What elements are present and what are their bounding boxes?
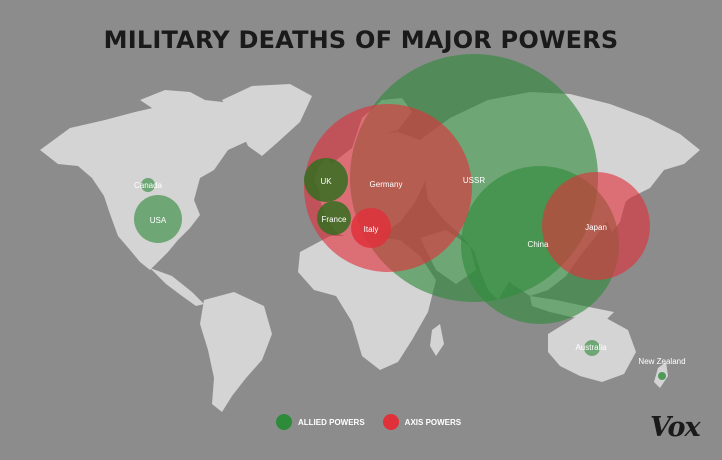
land-arctic-islands bbox=[140, 90, 205, 110]
legend: ALLIED POWERS AXIS POWERS bbox=[276, 414, 471, 430]
land-greenland bbox=[222, 84, 312, 156]
label-uk: UK bbox=[320, 177, 332, 186]
legend-axis-label: AXIS POWERS bbox=[404, 417, 462, 427]
bubble-canada bbox=[141, 178, 155, 192]
bubble-france bbox=[317, 201, 351, 235]
legend-axis-dot bbox=[382, 414, 399, 430]
land-south-america bbox=[200, 292, 272, 412]
bubble-australia bbox=[584, 340, 600, 356]
bubble-new-zealand bbox=[658, 372, 666, 380]
bubble-labels: USSR China Germany Japan UK France Italy… bbox=[134, 176, 686, 366]
label-germany: Germany bbox=[370, 180, 403, 189]
legend-allied-label: ALLIED POWERS bbox=[298, 417, 365, 427]
label-canada: Canada bbox=[134, 181, 163, 190]
bubbles bbox=[134, 54, 666, 380]
label-usa: USA bbox=[150, 216, 167, 225]
label-france: France bbox=[322, 215, 347, 224]
bubble-italy bbox=[351, 208, 391, 248]
label-new-zealand: New Zealand bbox=[638, 357, 685, 366]
legend-allied-dot bbox=[276, 414, 292, 430]
label-china: China bbox=[528, 240, 549, 249]
land-central-america bbox=[150, 268, 204, 306]
legend-item-allied: ALLIED POWERS bbox=[276, 414, 365, 430]
label-italy: Italy bbox=[364, 225, 379, 234]
bubble-usa bbox=[134, 195, 182, 243]
label-japan: Japan bbox=[585, 223, 607, 232]
map-title: MILITARY DEATHS OF MAJOR POWERS bbox=[103, 26, 619, 54]
label-ussr: USSR bbox=[463, 176, 485, 185]
land-madagascar bbox=[430, 324, 444, 356]
bubble-uk bbox=[304, 158, 348, 202]
bubble-japan bbox=[542, 172, 650, 280]
label-australia: Australia bbox=[575, 343, 607, 352]
legend-item-axis: AXIS POWERS bbox=[382, 414, 462, 430]
vox-logo: Vox bbox=[650, 412, 701, 443]
